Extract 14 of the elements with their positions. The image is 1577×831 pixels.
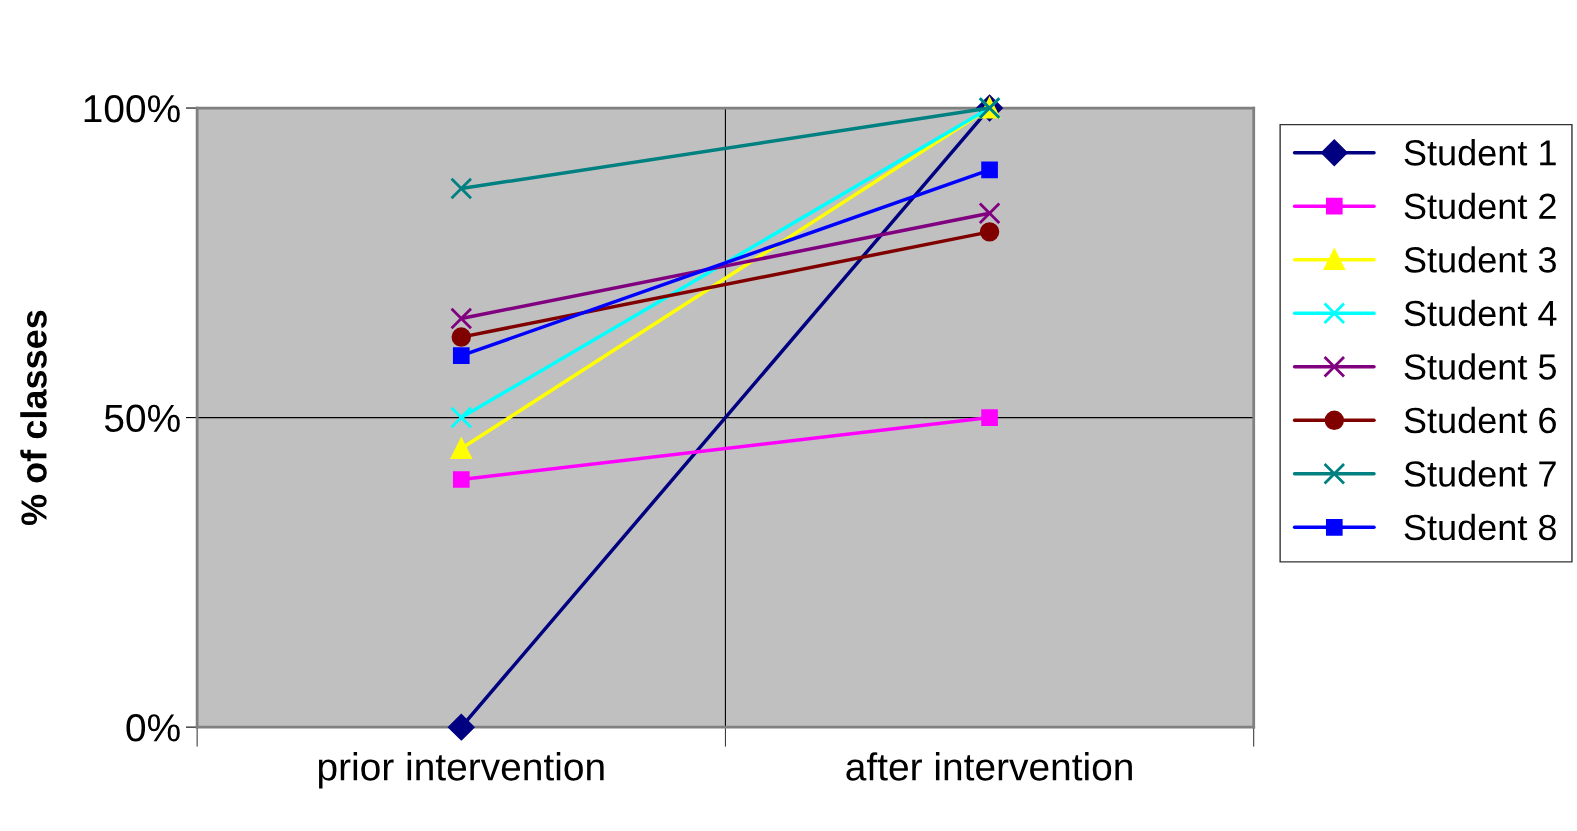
y-axis-title: % of classes (20, 310, 47, 526)
legend-label: Student 1 (1404, 139, 1556, 166)
legend-label: Student 2 (1404, 192, 1556, 220)
legend-label: Student 4 (1404, 299, 1557, 327)
x-tick-label: prior intervention (318, 752, 604, 789)
y-tick-label: 50% (104, 404, 180, 433)
x-tick-label: after intervention (846, 752, 1132, 781)
y-tick-label: 0% (126, 714, 180, 742)
legend-label: Student 5 (1404, 353, 1556, 380)
legend-label: Student 3 (1404, 246, 1556, 273)
y-tick-label: 100% (84, 94, 180, 123)
legend-label: Student 8 (1404, 513, 1556, 541)
legend-label: Student 6 (1404, 406, 1556, 434)
legend-label: Student 7 (1404, 460, 1556, 487)
